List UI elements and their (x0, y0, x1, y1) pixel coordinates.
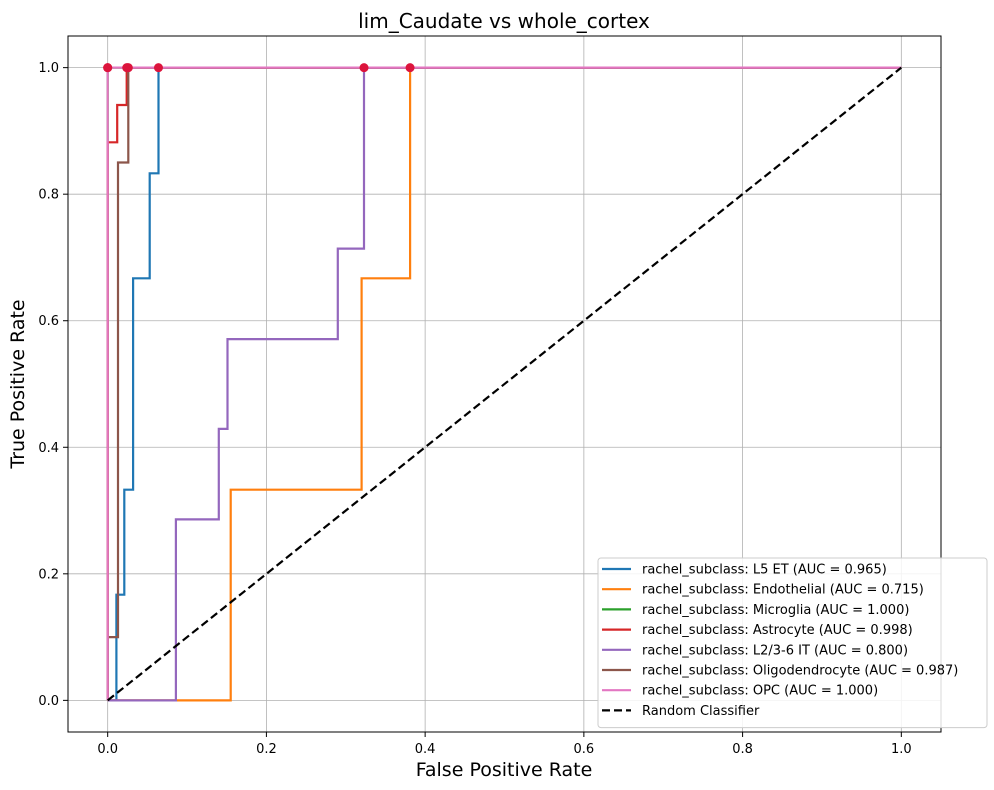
y-tick-label: 0.0 (38, 694, 59, 709)
x-ticks: 0.0 0.2 0.4 0.6 0.8 1.0 (97, 732, 912, 757)
y-axis-label: True Positive Rate (7, 299, 29, 469)
legend-label-7: Random Classifier (642, 704, 760, 719)
markers (103, 63, 415, 73)
x-tick-label: 0.6 (574, 742, 595, 757)
x-tick-label: 1.0 (891, 742, 912, 757)
legend-label-4: rachel_subclass: L2/3-6 IT (AUC = 0.800) (642, 643, 908, 658)
threshold-marker-0 (153, 63, 163, 73)
y-tick-label: 0.6 (38, 314, 59, 329)
chart-title: lim_Caudate vs whole_cortex (358, 9, 650, 33)
x-tick-label: 0.4 (415, 742, 436, 757)
y-tick-label: 0.8 (38, 188, 59, 203)
threshold-marker-6 (103, 63, 113, 73)
legend-label-1: rachel_subclass: Endothelial (AUC = 0.71… (642, 583, 924, 598)
series-line-4 (107, 66, 902, 702)
series-line-7 (107, 66, 902, 702)
legend-label-3: rachel_subclass: Astrocyte (AUC = 0.998) (642, 623, 913, 638)
legend-label-5: rachel_subclass: Oligodendrocyte (AUC = … (642, 664, 958, 679)
x-axis-label: False Positive Rate (416, 759, 593, 781)
series-line-1 (107, 66, 902, 702)
y-tick-label: 1.0 (38, 61, 59, 76)
legend: rachel_subclass: L5 ET (AUC = 0.965) rach… (597, 557, 988, 729)
threshold-marker-1 (405, 63, 415, 73)
x-tick-label: 0.2 (256, 742, 277, 757)
legend-label-2: rachel_subclass: Microglia (AUC = 1.000) (642, 603, 909, 618)
y-tick-label: 0.2 (38, 567, 59, 582)
y-tick-label: 0.4 (38, 441, 59, 456)
x-tick-label: 0.0 (97, 742, 118, 757)
series-line-0 (107, 66, 902, 702)
threshold-marker-4 (359, 63, 369, 73)
legend-label-0: rachel_subclass: L5 ET (AUC = 0.965) (642, 563, 887, 578)
threshold-marker-5 (123, 63, 133, 73)
legend-box (597, 557, 988, 729)
x-tick-label: 0.8 (732, 742, 753, 757)
y-ticks: 0.0 0.2 0.4 0.6 0.8 1.0 (38, 61, 68, 709)
legend-label-6: rachel_subclass: OPC (AUC = 1.000) (642, 684, 878, 699)
plot-frame (67, 35, 942, 733)
